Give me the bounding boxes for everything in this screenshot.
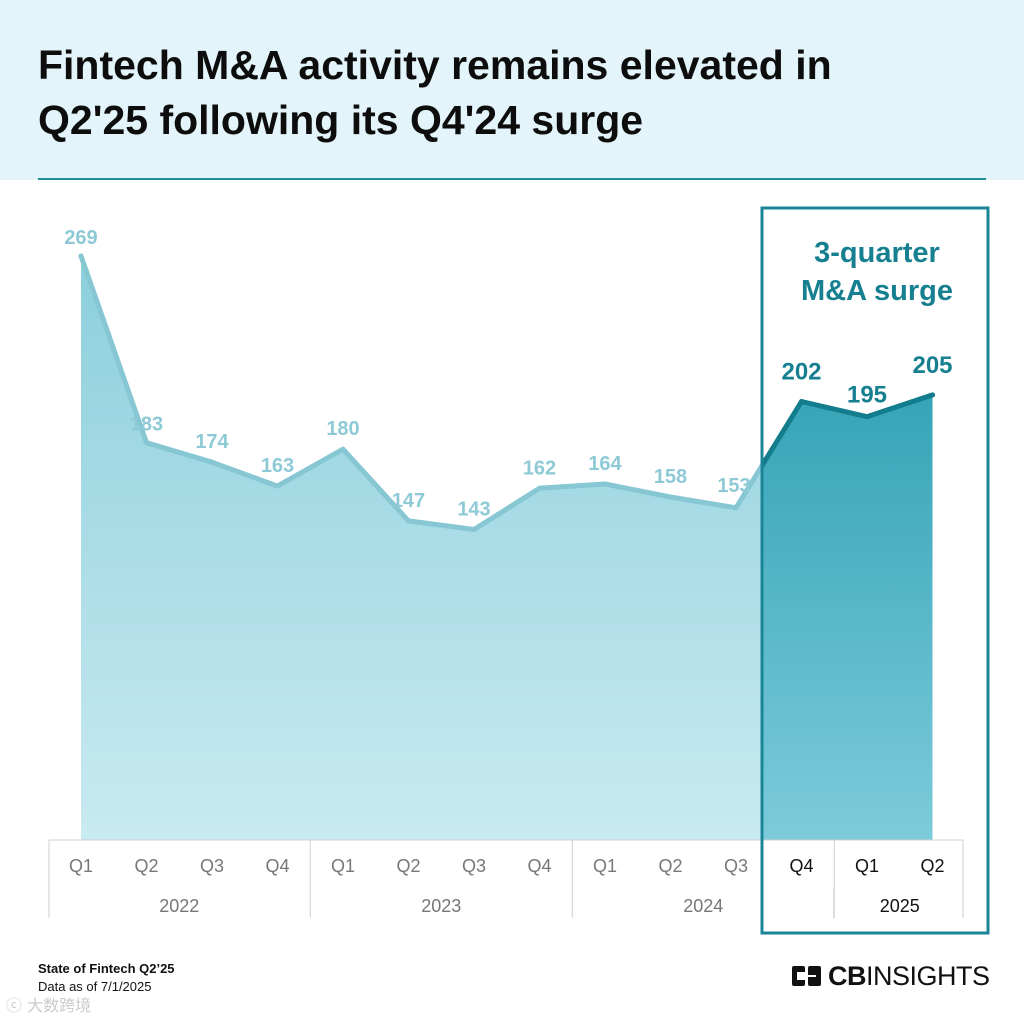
data-point	[668, 494, 673, 500]
data-point	[275, 483, 280, 489]
tick-label: Q2	[396, 856, 420, 876]
tick-label: Q1	[593, 856, 617, 876]
data-label: 163	[261, 455, 294, 477]
tick-label: Q1	[855, 856, 879, 876]
title-divider	[38, 178, 986, 180]
tick-label: Q2	[658, 856, 682, 876]
logo-text-light: INSIGHTS	[866, 960, 990, 991]
data-label: 269	[64, 227, 97, 249]
highlight-box	[760, 206, 990, 935]
tick-label: Q3	[462, 856, 486, 876]
footer-source: State of Fintech Q2’25	[38, 961, 175, 976]
data-label: 162	[523, 457, 556, 479]
watermark: ⓒ 大数跨境	[6, 996, 92, 1015]
data-point	[340, 446, 346, 452]
data-point	[209, 459, 215, 465]
header-band	[0, 0, 1024, 180]
tick-label: Q2	[134, 856, 158, 876]
logo-text: CBINSIGHTS	[828, 961, 990, 992]
data-label: 147	[392, 490, 425, 512]
tick-label: Q3	[724, 856, 748, 876]
data-point	[406, 518, 411, 524]
data-point	[733, 505, 739, 511]
year-label: 2024	[683, 896, 723, 916]
data-label: 164	[588, 453, 622, 475]
data-point	[799, 398, 804, 404]
data-label: 143	[457, 499, 490, 521]
data-label: 153	[717, 475, 750, 497]
year-label: 2023	[421, 896, 461, 916]
highlight-annotation-line2: M&A surge	[801, 275, 953, 307]
data-point	[537, 485, 542, 491]
data-label: 195	[847, 382, 887, 409]
data-label: 180	[326, 418, 359, 440]
data-point	[144, 440, 149, 446]
tick-label: Q4	[789, 856, 813, 876]
tick-label: Q4	[265, 856, 289, 876]
logo-text-bold: CB	[828, 960, 867, 991]
data-point	[930, 392, 935, 398]
series-line	[78, 253, 762, 532]
area-fill	[81, 256, 762, 840]
data-label: 174	[195, 431, 229, 453]
series-line-highlight	[762, 392, 935, 471]
cb-insights-logo: CBINSIGHTS	[792, 960, 990, 992]
year-label: 2025	[880, 896, 920, 916]
data-point	[78, 253, 84, 259]
tick-label: Q1	[331, 856, 355, 876]
year-label: 2022	[159, 896, 199, 916]
data-label: 202	[781, 358, 821, 385]
tick-label: Q2	[920, 856, 944, 876]
highlight-annotation-line1: 3-quarter	[814, 237, 940, 269]
cb-logo-mark-icon	[792, 966, 821, 986]
tick-label: Q1	[69, 856, 93, 876]
area-fill-highlight	[762, 394, 933, 840]
tick-label: Q4	[527, 856, 551, 876]
chart-title: Fintech M&A activity remains elevated in…	[38, 42, 832, 143]
data-label: 205	[912, 352, 952, 379]
footer-date: Data as of 7/1/2025	[38, 979, 152, 994]
data-label: 183	[130, 414, 163, 436]
data-point	[602, 481, 608, 487]
tick-label: Q3	[200, 856, 224, 876]
data-point	[864, 414, 870, 420]
data-point	[471, 527, 477, 533]
data-label: 158	[654, 466, 687, 488]
watermark-text: 大数跨境	[27, 996, 92, 1015]
